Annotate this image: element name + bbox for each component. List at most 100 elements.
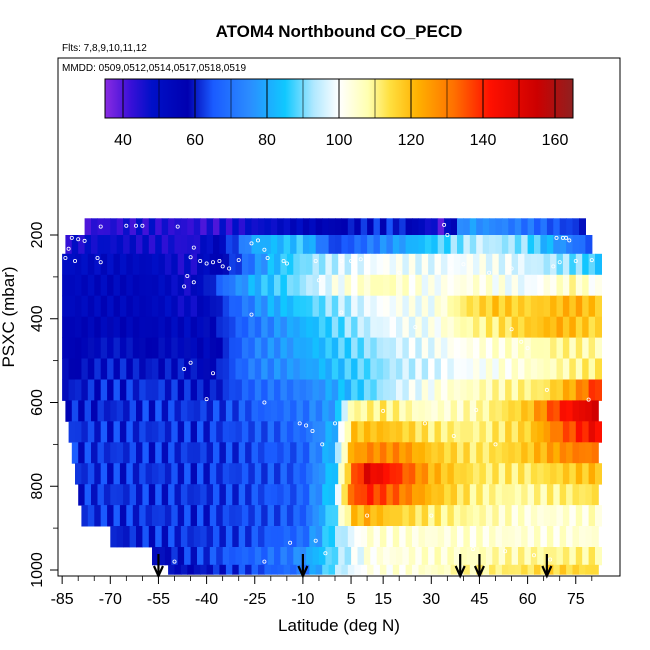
heat-cell xyxy=(331,547,339,566)
heat-cell xyxy=(595,505,602,527)
heat-cell xyxy=(190,421,198,443)
plot-frame xyxy=(57,57,621,577)
heat-cell xyxy=(325,253,333,276)
heat-cell xyxy=(351,253,359,276)
heat-cell xyxy=(283,218,291,236)
heat-cell xyxy=(473,337,480,359)
heat-cell xyxy=(431,218,439,236)
heat-cell xyxy=(264,442,272,464)
heat-cell xyxy=(363,253,371,276)
heat-cell xyxy=(116,400,124,422)
heat-cell xyxy=(132,253,140,276)
heat-cell xyxy=(575,316,583,339)
heat-cell xyxy=(498,295,506,318)
heat-cell xyxy=(197,358,204,380)
heat-cell xyxy=(585,526,593,548)
heat-cell xyxy=(367,235,375,255)
heat-cell xyxy=(312,295,320,318)
heat-cell xyxy=(168,400,176,422)
heat-cell xyxy=(103,235,111,255)
heat-cell xyxy=(312,358,320,380)
sample-point xyxy=(451,433,456,438)
heat-cell xyxy=(579,442,586,464)
sample-point xyxy=(249,241,254,246)
heat-cell xyxy=(489,218,497,236)
heat-cell xyxy=(469,564,477,575)
heat-cell xyxy=(457,484,464,506)
heat-cell xyxy=(418,564,426,575)
heat-cell xyxy=(473,253,480,276)
heat-cell xyxy=(184,316,192,339)
heat-cell xyxy=(193,442,201,464)
heat-cell xyxy=(219,400,227,422)
heat-cell xyxy=(100,379,108,401)
heat-cell xyxy=(579,235,586,255)
heat-cell xyxy=(126,295,134,318)
heat-cell xyxy=(386,235,394,255)
heat-cell xyxy=(171,253,179,276)
heat-cell xyxy=(171,547,179,566)
heat-cell xyxy=(274,337,281,359)
heat-cell xyxy=(335,526,342,548)
heat-cell xyxy=(286,505,294,527)
heat-cell xyxy=(267,337,275,359)
heat-cell xyxy=(277,400,285,422)
heat-cell xyxy=(489,484,497,506)
heat-cell xyxy=(360,526,368,548)
heat-cell xyxy=(232,526,240,548)
heat-cell xyxy=(434,547,442,566)
heat-cell xyxy=(389,358,397,380)
heat-cell xyxy=(550,463,558,485)
heat-cell xyxy=(197,421,204,443)
heat-cell xyxy=(412,235,419,255)
heat-cell xyxy=(492,421,500,443)
heat-cell xyxy=(550,379,558,401)
heat-cell xyxy=(280,379,288,401)
heat-cell xyxy=(110,235,118,255)
heat-cell xyxy=(453,379,461,401)
sample-point xyxy=(339,310,344,315)
heat-cell xyxy=(511,547,519,566)
heat-cell xyxy=(492,253,500,276)
heat-cell xyxy=(447,358,455,380)
heat-cell xyxy=(405,526,413,548)
heat-cell xyxy=(367,442,375,464)
heat-cell xyxy=(203,358,211,380)
heat-cell xyxy=(559,564,567,575)
heat-cell xyxy=(556,337,564,359)
colorbar-tick-label-5: 140 xyxy=(470,132,497,149)
heat-cell xyxy=(119,379,127,401)
heat-cell xyxy=(357,505,365,527)
heat-cell xyxy=(100,358,108,380)
heat-cell xyxy=(322,564,330,575)
sample-points xyxy=(63,222,594,564)
heat-cell xyxy=(344,379,352,401)
heat-cell xyxy=(312,316,320,339)
sample-point xyxy=(313,538,318,543)
heat-cell xyxy=(270,526,278,548)
heat-cell xyxy=(171,358,179,380)
heat-cell xyxy=(444,218,452,236)
heat-cell xyxy=(270,218,278,236)
heat-cell xyxy=(229,337,237,359)
heat-cell xyxy=(546,218,554,236)
heat-cell xyxy=(171,295,179,318)
heat-cell xyxy=(447,337,455,359)
heat-cell xyxy=(139,253,147,276)
heat-cell xyxy=(206,218,214,236)
heat-cell xyxy=(190,547,198,566)
heat-cell xyxy=(389,505,397,527)
heat-cell xyxy=(367,484,375,506)
sample-point xyxy=(204,261,209,266)
heat-cell xyxy=(213,400,220,422)
heat-cell xyxy=(235,463,243,485)
heat-cell xyxy=(331,358,339,380)
heat-cell xyxy=(595,337,602,359)
heat-cell xyxy=(277,484,285,506)
heat-cell xyxy=(508,564,516,575)
heat-cell xyxy=(261,547,269,566)
sample-point xyxy=(63,255,68,260)
heat-cell xyxy=(286,379,294,401)
heat-cell xyxy=(184,274,192,297)
heat-cell xyxy=(457,235,464,255)
